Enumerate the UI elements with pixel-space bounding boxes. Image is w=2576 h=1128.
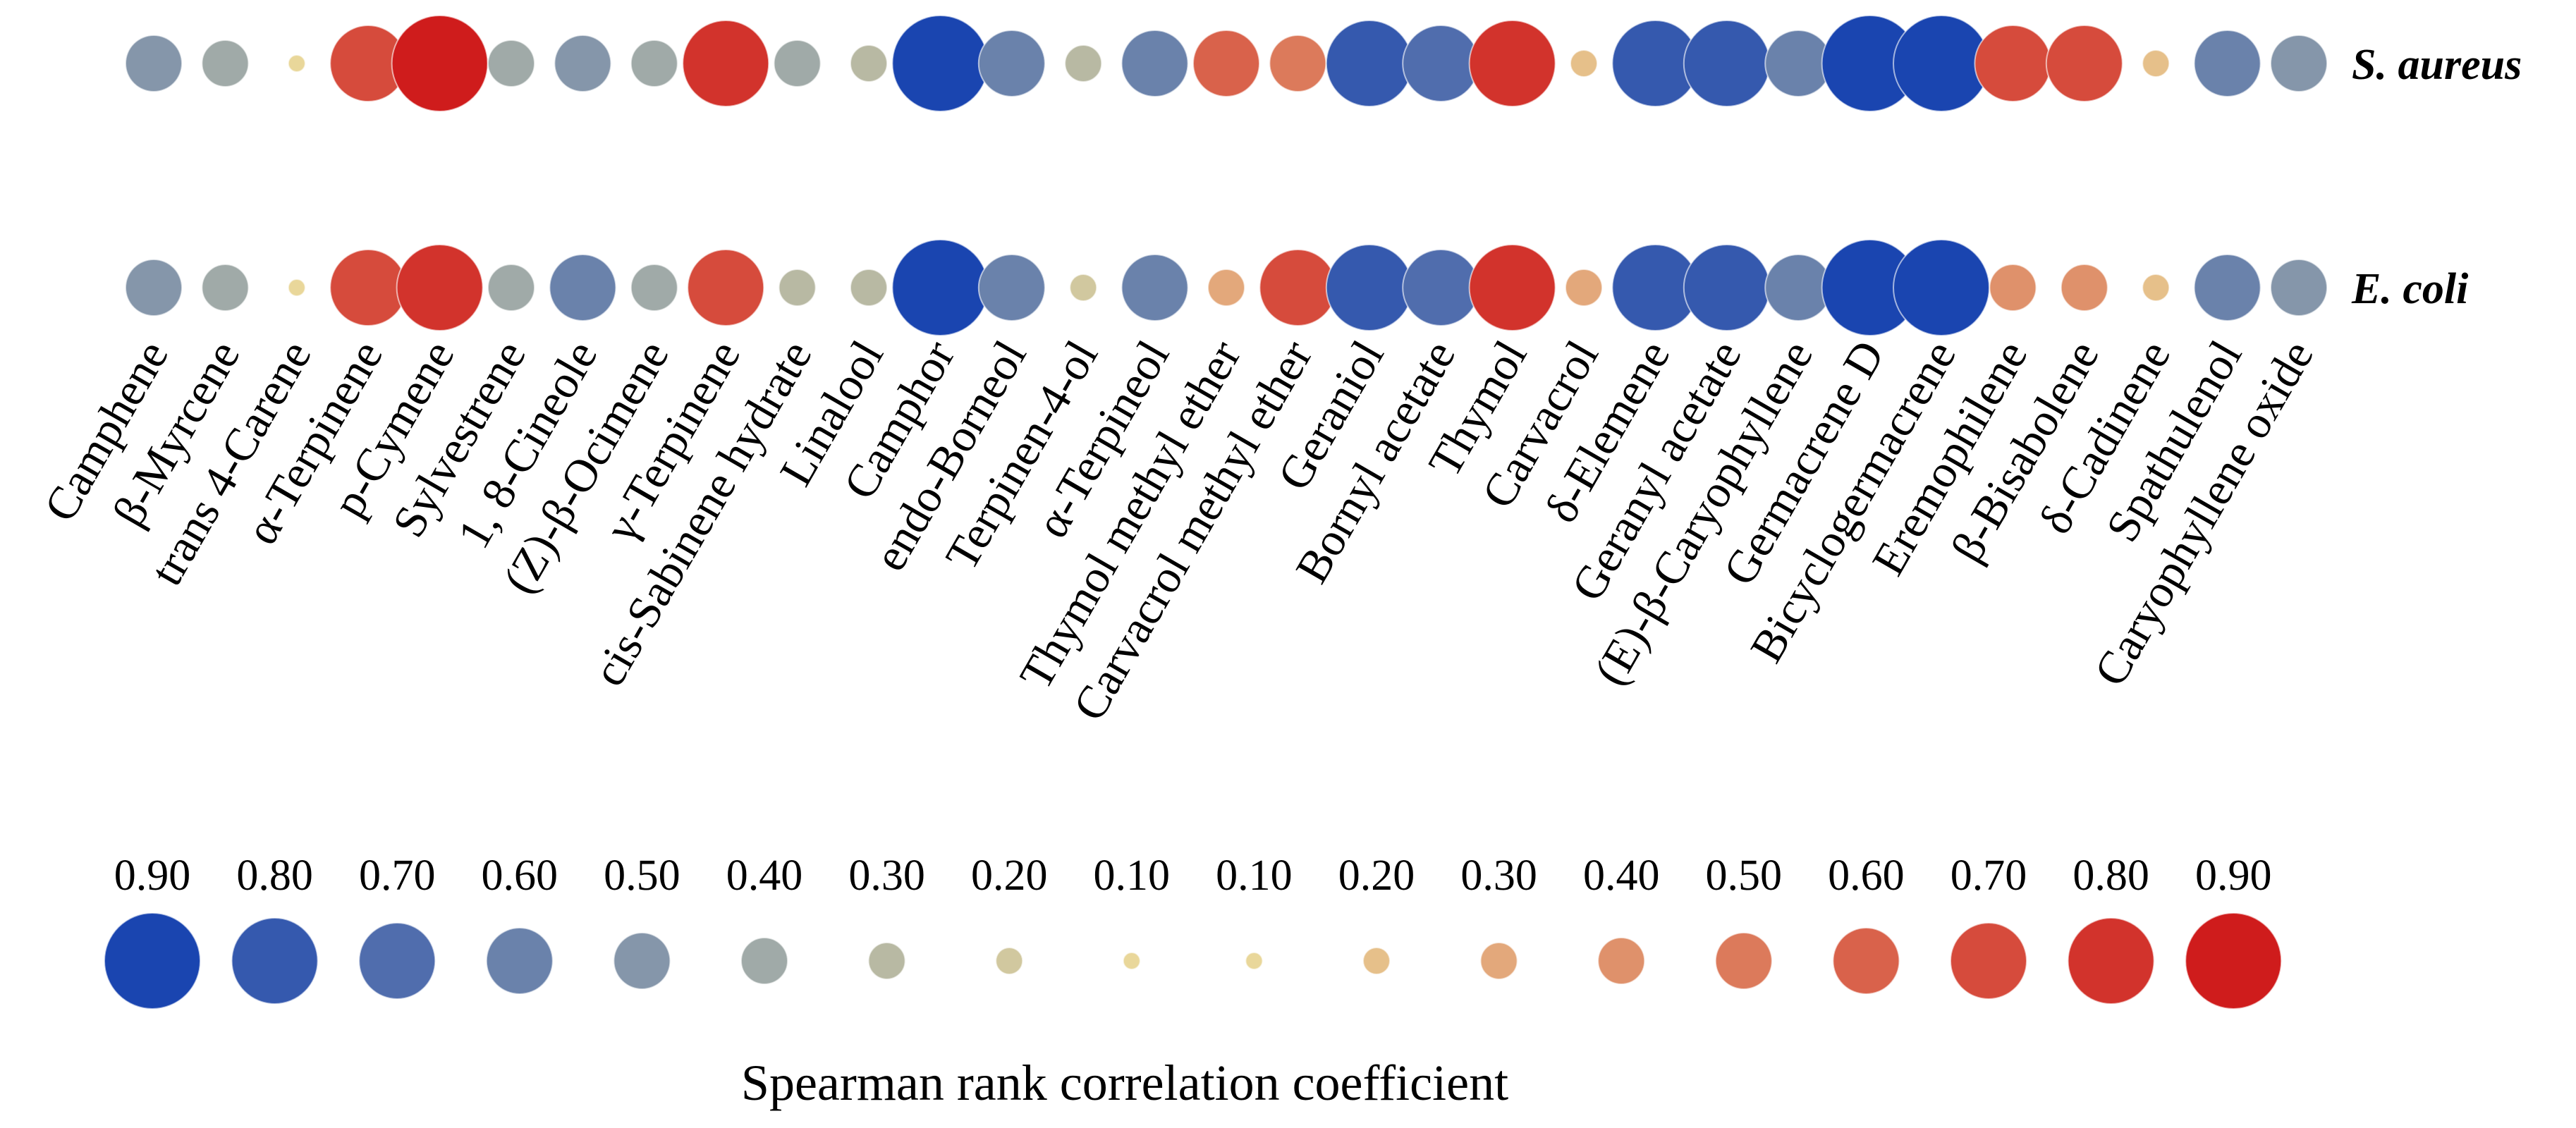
- bubble-s-aureus-geranyl-acetate: [1683, 20, 1771, 107]
- legend-bubble: [867, 942, 906, 980]
- legend-bubble: [104, 912, 201, 1010]
- legend-bubble: [1832, 927, 1900, 995]
- bubble-e-coli-trans-4-carene: [287, 278, 306, 297]
- bubble-e-coli-carvacrol: [1565, 269, 1603, 307]
- bubble-s-aureus-thymol: [1468, 20, 1556, 107]
- bubble-e-coli-caryophyllene-oxide: [2270, 259, 2328, 317]
- bubble-e-coli-endo-borneol: [977, 254, 1046, 321]
- legend-tick-label: 0.70: [1951, 852, 2027, 900]
- legend-bubble: [1122, 952, 1141, 970]
- bubble-e-coli-terpineol: [1121, 254, 1189, 321]
- legend-tick-label: 0.40: [726, 852, 803, 900]
- bubble-s-aureus-carvacrol-methyl-ether: [1269, 35, 1327, 92]
- bubble-s-aureus-carvacrol: [1570, 49, 1598, 78]
- row-labels-layer: S. aureus E. coli: [2351, 41, 2522, 313]
- bubble-s-aureus-geraniol: [1325, 20, 1413, 107]
- legend-tick-label: 0.20: [971, 852, 1048, 900]
- legend-tick-label: 0.30: [1460, 852, 1537, 900]
- bubble-s-aureus-thymol-methyl-ether: [1192, 30, 1260, 97]
- bubble-e-coli-1-8-cineole: [549, 254, 617, 321]
- bubble-e-coli-terpinen-4-ol: [1069, 274, 1098, 302]
- bubble-e-coli-p-cymene: [396, 244, 484, 331]
- bubble-s-aureus-bornyl-acetate: [1402, 25, 1480, 102]
- legend-bubble: [485, 927, 554, 995]
- bubble-e-coli-camphor: [891, 239, 989, 336]
- bubble-s-aureus-spathulenol: [2193, 30, 2261, 97]
- legend-bubble: [358, 922, 437, 1000]
- bubble-e-coli-eremophilene: [1989, 264, 2037, 312]
- legend-tick-label: 0.90: [2195, 852, 2272, 900]
- bubble-e-coli-camphene: [125, 259, 183, 317]
- legend-tick-label: 0.40: [1583, 852, 1660, 900]
- legend-tick-label: 0.50: [604, 852, 680, 900]
- bubble-e-coli-cadinene: [2142, 274, 2171, 302]
- legend-tick-label: 0.20: [1338, 852, 1415, 900]
- legend-tick-label: 0.10: [1094, 852, 1171, 900]
- bubble-s-aureus-camphene: [125, 35, 183, 92]
- bubble-s-aureus-endo-borneol: [977, 30, 1046, 97]
- bubble-s-aureus-p-cymene: [391, 15, 489, 112]
- legend-bubble: [1597, 937, 1646, 985]
- legend-bubble: [995, 947, 1024, 975]
- bubble-e-coli-cis-sabinene-hydrate: [778, 269, 817, 307]
- bubble-e-coli-z-ocimene: [630, 264, 678, 312]
- bubble-s-aureus-trans-4-carene: [287, 54, 306, 73]
- legend-bubble: [2185, 912, 2283, 1010]
- bubble-s-aureus-terpinen-4-ol: [1064, 44, 1103, 82]
- bubble-e-coli-carvacrol-methyl-ether: [1259, 249, 1337, 326]
- legend-bubble: [740, 937, 788, 985]
- bubble-e-coli-bisabolene: [2060, 264, 2108, 312]
- bubble-s-aureus-terpinene: [682, 20, 770, 107]
- legend-tick-label: 0.70: [359, 852, 436, 900]
- legend-tick-label: 0.80: [2073, 852, 2149, 900]
- bubble-s-aureus-eremophilene: [1974, 25, 2052, 102]
- legend-bubble: [1479, 942, 1518, 980]
- legend-bubble: [1714, 932, 1773, 990]
- legend-tick-label: 0.60: [1828, 852, 1905, 900]
- bubble-e-coli-myrcene: [201, 264, 250, 312]
- bubble-e-coli-linalool: [850, 269, 888, 307]
- legend-tick-label: 0.80: [236, 852, 313, 900]
- bubble-e-coli-geranyl-acetate: [1683, 244, 1771, 331]
- bubble-s-aureus-z-ocimene: [630, 39, 678, 87]
- legend-title: Spearman rank correlation coefficient: [741, 1055, 1508, 1111]
- bubble-e-coli-thymol-methyl-ether: [1207, 269, 1245, 307]
- legend-tick-label: 0.90: [114, 852, 191, 900]
- bubble-e-coli-bornyl-acetate: [1402, 249, 1480, 326]
- legend: 0.90 0.80 0.70 0.60 0.50 0.40 0.30 0.20 0.10 0.10…: [104, 852, 2283, 1010]
- bubbles-layer: [125, 15, 2328, 336]
- bubble-s-aureus-terpineol: [1121, 30, 1189, 97]
- legend-bubble: [1245, 952, 1264, 970]
- bubble-s-aureus-cis-sabinene-hydrate: [773, 39, 822, 87]
- bubble-s-aureus-linalool: [850, 44, 888, 82]
- bubble-s-aureus-myrcene: [201, 39, 250, 87]
- legend-bubble: [613, 932, 671, 990]
- bubble-s-aureus-sylvestrene: [487, 39, 535, 87]
- legend-bubble: [2067, 917, 2155, 1005]
- legend-bubble: [1362, 947, 1391, 975]
- bubble-e-coli-terpinene: [687, 249, 765, 326]
- bubble-e-coli-spathulenol: [2193, 254, 2261, 321]
- bubble-s-aureus-1-8-cineole: [554, 35, 612, 92]
- bubble-s-aureus-caryophyllene-oxide: [2270, 35, 2328, 92]
- bubble-e-coli-sylvestrene: [487, 264, 535, 312]
- bubble-e-coli-terpinene: [329, 249, 408, 326]
- legend-tick-label: 0.50: [1706, 852, 1783, 900]
- bubble-s-aureus-cadinene: [2142, 49, 2171, 78]
- legend-bubble: [231, 917, 319, 1005]
- row-label-e-coli: E. coli: [2351, 265, 2468, 313]
- legend-tick-label: 0.10: [1216, 852, 1293, 900]
- legend-bubble: [1950, 922, 2027, 1000]
- row-label-s-aureus: S. aureus: [2352, 41, 2522, 89]
- bubble-e-coli-thymol: [1468, 244, 1556, 331]
- bubble-e-coli-geraniol: [1325, 244, 1413, 331]
- bubble-e-coli-bicyclogermacrene: [1893, 239, 1990, 336]
- legend-tick-label: 0.30: [848, 852, 925, 900]
- bubble-s-aureus-bisabolene: [2045, 25, 2123, 102]
- bubble-s-aureus-camphor: [891, 15, 989, 112]
- legend-tick-label: 0.60: [482, 852, 558, 900]
